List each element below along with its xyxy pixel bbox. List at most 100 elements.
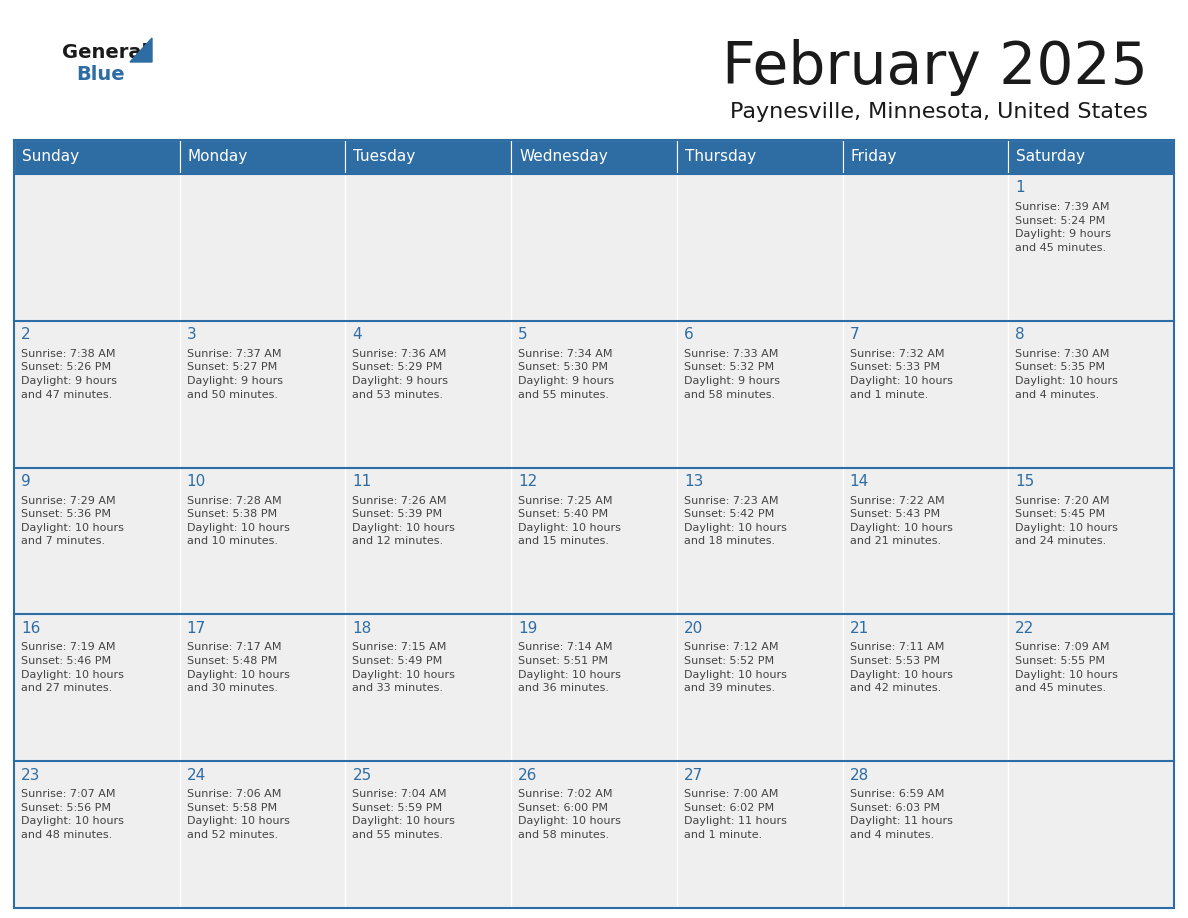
Text: 3: 3 — [187, 328, 196, 342]
Text: February 2025: February 2025 — [722, 39, 1148, 96]
Text: Sunrise: 7:07 AM
Sunset: 5:56 PM
Daylight: 10 hours
and 48 minutes.: Sunrise: 7:07 AM Sunset: 5:56 PM Dayligh… — [21, 789, 124, 840]
Text: Sunrise: 7:23 AM
Sunset: 5:42 PM
Daylight: 10 hours
and 18 minutes.: Sunrise: 7:23 AM Sunset: 5:42 PM Dayligh… — [684, 496, 786, 546]
Text: 13: 13 — [684, 474, 703, 489]
Text: Sunrise: 7:33 AM
Sunset: 5:32 PM
Daylight: 9 hours
and 58 minutes.: Sunrise: 7:33 AM Sunset: 5:32 PM Dayligh… — [684, 349, 779, 399]
Bar — [511, 140, 677, 174]
Text: Sunrise: 7:06 AM
Sunset: 5:58 PM
Daylight: 10 hours
and 52 minutes.: Sunrise: 7:06 AM Sunset: 5:58 PM Dayligh… — [187, 789, 290, 840]
Bar — [1009, 320, 1174, 467]
Bar — [511, 320, 677, 467]
Bar — [179, 614, 346, 761]
Text: 10: 10 — [187, 474, 206, 489]
Bar — [346, 320, 511, 467]
Bar — [842, 614, 1009, 761]
Text: 20: 20 — [684, 621, 703, 636]
Bar — [511, 174, 677, 320]
Text: 11: 11 — [353, 474, 372, 489]
Bar — [511, 761, 677, 908]
Text: 14: 14 — [849, 474, 868, 489]
Bar — [677, 174, 842, 320]
Bar — [14, 320, 179, 467]
Text: Sunday: Sunday — [23, 150, 80, 164]
Text: 2: 2 — [21, 328, 31, 342]
Bar — [677, 320, 842, 467]
Text: Sunrise: 7:15 AM
Sunset: 5:49 PM
Daylight: 10 hours
and 33 minutes.: Sunrise: 7:15 AM Sunset: 5:49 PM Dayligh… — [353, 643, 455, 693]
Text: Sunrise: 7:19 AM
Sunset: 5:46 PM
Daylight: 10 hours
and 27 minutes.: Sunrise: 7:19 AM Sunset: 5:46 PM Dayligh… — [21, 643, 124, 693]
Bar — [511, 467, 677, 614]
Text: Thursday: Thursday — [684, 150, 756, 164]
Bar — [179, 140, 346, 174]
Text: 19: 19 — [518, 621, 537, 636]
Text: Sunrise: 7:22 AM
Sunset: 5:43 PM
Daylight: 10 hours
and 21 minutes.: Sunrise: 7:22 AM Sunset: 5:43 PM Dayligh… — [849, 496, 953, 546]
Text: Sunrise: 6:59 AM
Sunset: 6:03 PM
Daylight: 11 hours
and 4 minutes.: Sunrise: 6:59 AM Sunset: 6:03 PM Dayligh… — [849, 789, 953, 840]
Bar — [1009, 467, 1174, 614]
Text: Saturday: Saturday — [1016, 150, 1086, 164]
Bar — [14, 174, 179, 320]
Bar — [842, 467, 1009, 614]
Text: Sunrise: 7:00 AM
Sunset: 6:02 PM
Daylight: 11 hours
and 1 minute.: Sunrise: 7:00 AM Sunset: 6:02 PM Dayligh… — [684, 789, 786, 840]
Bar — [179, 467, 346, 614]
Bar — [842, 140, 1009, 174]
Text: Sunrise: 7:17 AM
Sunset: 5:48 PM
Daylight: 10 hours
and 30 minutes.: Sunrise: 7:17 AM Sunset: 5:48 PM Dayligh… — [187, 643, 290, 693]
Text: 5: 5 — [518, 328, 527, 342]
Text: 7: 7 — [849, 328, 859, 342]
Bar — [677, 761, 842, 908]
Text: Sunrise: 7:34 AM
Sunset: 5:30 PM
Daylight: 9 hours
and 55 minutes.: Sunrise: 7:34 AM Sunset: 5:30 PM Dayligh… — [518, 349, 614, 399]
Bar — [346, 614, 511, 761]
Text: 26: 26 — [518, 767, 537, 783]
Text: Sunrise: 7:12 AM
Sunset: 5:52 PM
Daylight: 10 hours
and 39 minutes.: Sunrise: 7:12 AM Sunset: 5:52 PM Dayligh… — [684, 643, 786, 693]
Text: General: General — [62, 42, 148, 62]
Text: Wednesday: Wednesday — [519, 150, 608, 164]
Bar — [677, 614, 842, 761]
Text: Tuesday: Tuesday — [353, 150, 416, 164]
Bar — [1009, 174, 1174, 320]
Text: Sunrise: 7:20 AM
Sunset: 5:45 PM
Daylight: 10 hours
and 24 minutes.: Sunrise: 7:20 AM Sunset: 5:45 PM Dayligh… — [1016, 496, 1118, 546]
Text: Sunrise: 7:30 AM
Sunset: 5:35 PM
Daylight: 10 hours
and 4 minutes.: Sunrise: 7:30 AM Sunset: 5:35 PM Dayligh… — [1016, 349, 1118, 399]
Text: 8: 8 — [1016, 328, 1025, 342]
Text: Blue: Blue — [76, 64, 125, 84]
Text: Monday: Monday — [188, 150, 248, 164]
Bar — [179, 320, 346, 467]
Text: 1: 1 — [1016, 181, 1025, 196]
Bar — [14, 140, 179, 174]
Text: Sunrise: 7:37 AM
Sunset: 5:27 PM
Daylight: 9 hours
and 50 minutes.: Sunrise: 7:37 AM Sunset: 5:27 PM Dayligh… — [187, 349, 283, 399]
Bar — [346, 467, 511, 614]
Bar — [346, 174, 511, 320]
Polygon shape — [129, 38, 152, 62]
Text: Paynesville, Minnesota, United States: Paynesville, Minnesota, United States — [731, 102, 1148, 122]
Text: Sunrise: 7:09 AM
Sunset: 5:55 PM
Daylight: 10 hours
and 45 minutes.: Sunrise: 7:09 AM Sunset: 5:55 PM Dayligh… — [1016, 643, 1118, 693]
Bar — [511, 614, 677, 761]
Text: 23: 23 — [21, 767, 40, 783]
Text: Sunrise: 7:36 AM
Sunset: 5:29 PM
Daylight: 9 hours
and 53 minutes.: Sunrise: 7:36 AM Sunset: 5:29 PM Dayligh… — [353, 349, 448, 399]
Text: Friday: Friday — [851, 150, 897, 164]
Text: Sunrise: 7:39 AM
Sunset: 5:24 PM
Daylight: 9 hours
and 45 minutes.: Sunrise: 7:39 AM Sunset: 5:24 PM Dayligh… — [1016, 202, 1111, 252]
Text: 15: 15 — [1016, 474, 1035, 489]
Bar — [179, 761, 346, 908]
Text: Sunrise: 7:14 AM
Sunset: 5:51 PM
Daylight: 10 hours
and 36 minutes.: Sunrise: 7:14 AM Sunset: 5:51 PM Dayligh… — [518, 643, 621, 693]
Text: Sunrise: 7:26 AM
Sunset: 5:39 PM
Daylight: 10 hours
and 12 minutes.: Sunrise: 7:26 AM Sunset: 5:39 PM Dayligh… — [353, 496, 455, 546]
Text: 27: 27 — [684, 767, 703, 783]
Text: 25: 25 — [353, 767, 372, 783]
Bar — [677, 140, 842, 174]
Text: Sunrise: 7:11 AM
Sunset: 5:53 PM
Daylight: 10 hours
and 42 minutes.: Sunrise: 7:11 AM Sunset: 5:53 PM Dayligh… — [849, 643, 953, 693]
Text: 18: 18 — [353, 621, 372, 636]
Text: 4: 4 — [353, 328, 362, 342]
Bar — [842, 174, 1009, 320]
Bar — [1009, 614, 1174, 761]
Text: Sunrise: 7:25 AM
Sunset: 5:40 PM
Daylight: 10 hours
and 15 minutes.: Sunrise: 7:25 AM Sunset: 5:40 PM Dayligh… — [518, 496, 621, 546]
Bar — [1009, 140, 1174, 174]
Text: Sunrise: 7:02 AM
Sunset: 6:00 PM
Daylight: 10 hours
and 58 minutes.: Sunrise: 7:02 AM Sunset: 6:00 PM Dayligh… — [518, 789, 621, 840]
Text: 24: 24 — [187, 767, 206, 783]
Bar — [14, 467, 179, 614]
Bar — [179, 174, 346, 320]
Text: 28: 28 — [849, 767, 868, 783]
Bar — [677, 467, 842, 614]
Text: 16: 16 — [21, 621, 40, 636]
Text: 21: 21 — [849, 621, 868, 636]
Text: Sunrise: 7:28 AM
Sunset: 5:38 PM
Daylight: 10 hours
and 10 minutes.: Sunrise: 7:28 AM Sunset: 5:38 PM Dayligh… — [187, 496, 290, 546]
Text: 17: 17 — [187, 621, 206, 636]
Bar — [346, 761, 511, 908]
Bar — [842, 761, 1009, 908]
Bar — [1009, 761, 1174, 908]
Bar — [842, 320, 1009, 467]
Bar — [14, 761, 179, 908]
